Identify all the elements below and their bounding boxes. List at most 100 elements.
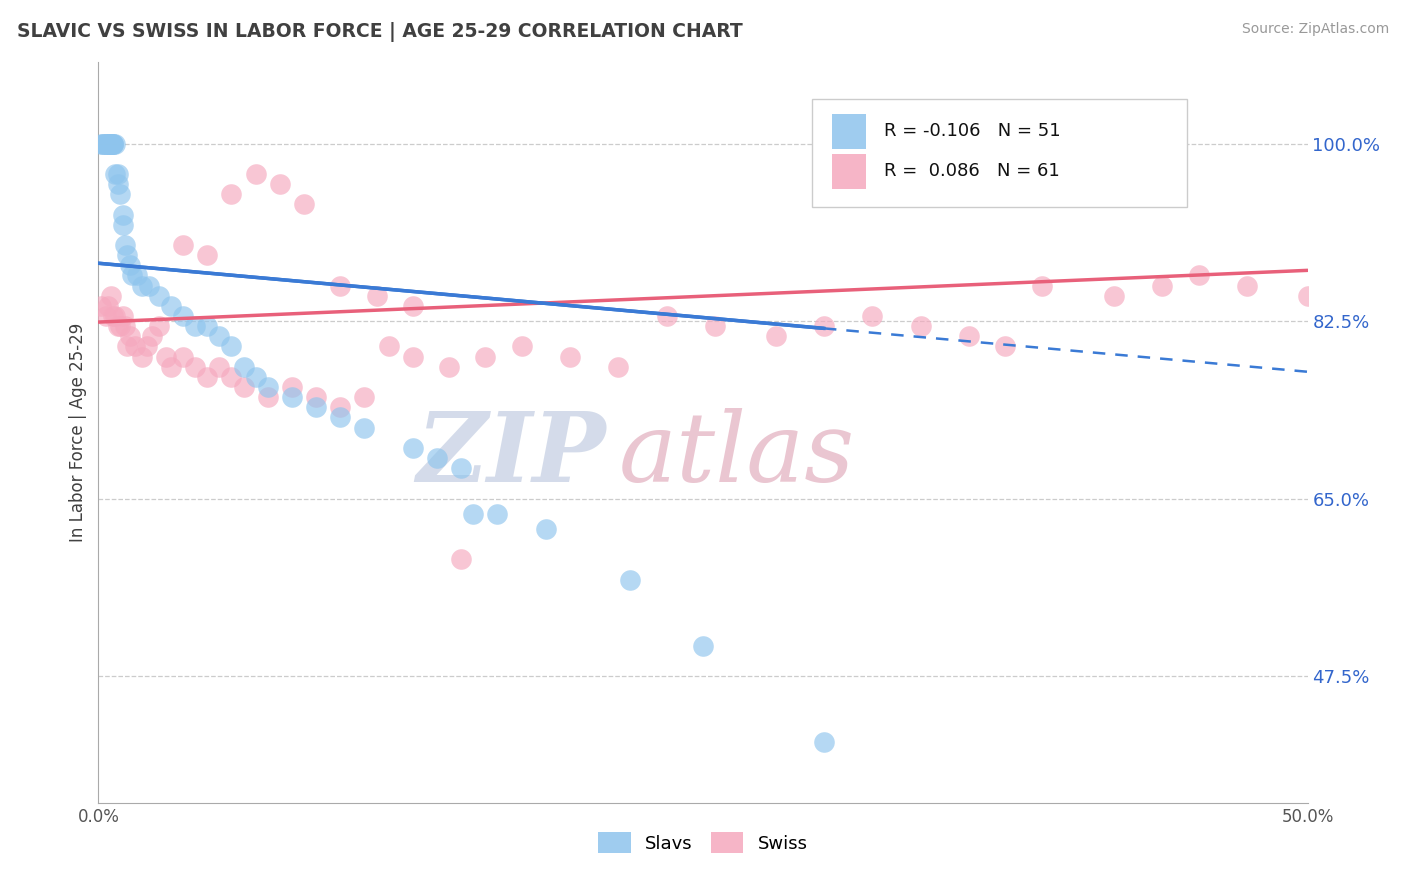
Swiss — [510, 339, 533, 353]
Slavs — [426, 450, 449, 465]
Swiss — [94, 309, 117, 323]
Swiss — [118, 329, 141, 343]
Swiss — [195, 369, 218, 384]
Swiss — [437, 359, 460, 374]
Swiss — [1031, 278, 1053, 293]
Slavs — [486, 507, 509, 521]
Slavs — [104, 167, 127, 181]
Slavs — [353, 420, 375, 434]
Swiss — [111, 309, 134, 323]
Slavs — [100, 136, 122, 151]
FancyBboxPatch shape — [811, 99, 1187, 207]
Slavs — [148, 289, 170, 303]
Slavs — [329, 410, 352, 425]
Slavs — [813, 735, 835, 749]
Slavs — [232, 359, 254, 374]
Swiss — [957, 329, 980, 343]
Slavs — [450, 461, 472, 475]
Slavs — [619, 573, 641, 587]
Swiss — [101, 309, 124, 323]
Swiss — [329, 401, 352, 415]
Slavs — [100, 136, 122, 151]
Slavs — [208, 329, 231, 343]
Swiss — [124, 339, 146, 353]
Swiss — [1188, 268, 1211, 283]
Text: R =  0.086   N = 61: R = 0.086 N = 61 — [884, 162, 1060, 180]
Swiss — [135, 339, 157, 353]
Slavs — [160, 299, 183, 313]
Swiss — [1296, 289, 1319, 303]
Slavs — [97, 136, 120, 151]
Slavs — [108, 187, 131, 202]
Text: SLAVIC VS SWISS IN LABOR FORCE | AGE 25-29 CORRELATION CHART: SLAVIC VS SWISS IN LABOR FORCE | AGE 25-… — [17, 22, 742, 42]
Swiss — [305, 390, 328, 404]
Swiss — [107, 319, 129, 334]
Swiss — [184, 359, 207, 374]
Slavs — [121, 268, 143, 283]
Slavs — [107, 177, 129, 191]
Slavs — [281, 390, 304, 404]
Swiss — [655, 309, 678, 323]
Swiss — [117, 339, 139, 353]
Swiss — [860, 309, 883, 323]
Slavs — [305, 401, 328, 415]
Swiss — [402, 350, 425, 364]
Slavs — [131, 278, 153, 293]
Swiss — [114, 319, 136, 334]
Legend: Slavs, Swiss: Slavs, Swiss — [591, 825, 815, 861]
Text: Source: ZipAtlas.com: Source: ZipAtlas.com — [1241, 22, 1389, 37]
Slavs — [100, 136, 122, 151]
Slavs — [101, 136, 124, 151]
Y-axis label: In Labor Force | Age 25-29: In Labor Force | Age 25-29 — [69, 323, 87, 542]
Swiss — [256, 390, 278, 404]
Slavs — [138, 278, 160, 293]
Swiss — [90, 299, 112, 313]
Slavs — [101, 136, 124, 151]
Slavs — [104, 136, 127, 151]
Slavs — [91, 136, 114, 151]
Swiss — [353, 390, 375, 404]
Swiss — [450, 552, 472, 566]
Swiss — [1236, 278, 1258, 293]
Slavs — [195, 319, 218, 334]
Slavs — [94, 136, 117, 151]
Slavs — [91, 136, 114, 151]
Swiss — [172, 350, 194, 364]
Swiss — [104, 309, 127, 323]
Slavs — [184, 319, 207, 334]
Slavs — [402, 441, 425, 455]
Slavs — [101, 136, 124, 151]
Slavs — [172, 309, 194, 323]
Slavs — [534, 522, 557, 536]
Slavs — [111, 218, 134, 232]
Bar — [832, 113, 866, 149]
Swiss — [160, 359, 183, 374]
Slavs — [245, 369, 267, 384]
Swiss — [148, 319, 170, 334]
Text: atlas: atlas — [619, 408, 855, 502]
Swiss — [994, 339, 1017, 353]
Swiss — [292, 197, 315, 211]
Swiss — [97, 299, 120, 313]
Slavs — [97, 136, 120, 151]
Slavs — [117, 248, 139, 262]
Swiss — [131, 350, 153, 364]
Swiss — [474, 350, 496, 364]
Swiss — [813, 319, 835, 334]
Slavs — [463, 507, 485, 521]
Slavs — [256, 380, 278, 394]
Swiss — [910, 319, 932, 334]
Swiss — [100, 289, 122, 303]
Swiss — [221, 187, 243, 202]
Bar — [832, 153, 866, 189]
Swiss — [221, 369, 243, 384]
Swiss — [195, 248, 218, 262]
Swiss — [232, 380, 254, 394]
Swiss — [172, 238, 194, 252]
Swiss — [245, 167, 267, 181]
Swiss — [607, 359, 630, 374]
Slavs — [692, 639, 714, 653]
Slavs — [111, 208, 134, 222]
Swiss — [155, 350, 177, 364]
Text: ZIP: ZIP — [416, 408, 606, 502]
